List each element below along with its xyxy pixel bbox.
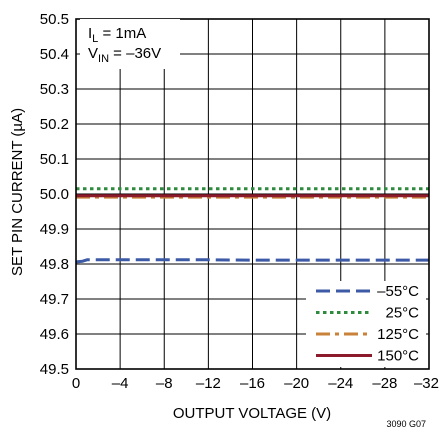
- y-tick-label: 49.8: [40, 256, 69, 273]
- y-axis-title: SET PIN CURRENT (µA): [9, 108, 26, 276]
- x-tick-label: –8: [156, 375, 173, 392]
- annotation-load-current: IL = 1mA: [88, 25, 146, 45]
- y-tick-label: 49.5: [40, 361, 69, 378]
- x-tick-label: –28: [372, 375, 397, 392]
- legend-label: 125°C: [377, 326, 419, 343]
- series-layer: [75, 187, 429, 264]
- x-tick-label: –4: [112, 375, 129, 392]
- legend-label: 25°C: [385, 305, 419, 322]
- x-tick-label: –20: [284, 375, 309, 392]
- legend-label: 150°C: [377, 348, 419, 365]
- x-tick-label: –16: [240, 375, 265, 392]
- x-tick-label: –24: [328, 375, 353, 392]
- x-tick-label: –12: [196, 375, 221, 392]
- y-tick-label: 50.4: [40, 46, 69, 63]
- x-tick-labels: 0 –4 –8 –12 –16 –20 –24 –28 –32: [72, 375, 439, 392]
- plot-frame: [75, 18, 430, 370]
- grid: [76, 19, 429, 369]
- x-tick-label: 0: [72, 375, 80, 392]
- y-tick-label: 49.6: [40, 326, 69, 343]
- annotation-box: [80, 19, 180, 69]
- x-axis-title: OUTPUT VOLTAGE (V): [173, 405, 331, 422]
- y-tick-label: 49.9: [40, 221, 69, 238]
- legend: –55°C 25°C 125°C 150°C: [316, 283, 419, 365]
- figure-id: 3090 G07: [386, 419, 426, 429]
- y-tick-label: 50.0: [40, 186, 69, 203]
- y-tick-label: 50.5: [40, 11, 69, 28]
- y-tick-labels: 49.5 49.6 49.7 49.8 49.9 50.0 50.1 50.2 50.3 50.4…: [40, 11, 69, 378]
- y-tick-label: 50.3: [40, 81, 69, 98]
- x-tick-label: –32: [414, 375, 439, 392]
- y-tick-label: 49.7: [40, 291, 69, 308]
- y-tick-label: 50.1: [40, 151, 69, 168]
- legend-box: [306, 281, 426, 367]
- y-tick-label: 50.2: [40, 116, 69, 133]
- annotation-input-voltage: VIN = –36V: [88, 45, 161, 65]
- series-line: [75, 258, 429, 264]
- legend-label: –55°C: [377, 283, 419, 300]
